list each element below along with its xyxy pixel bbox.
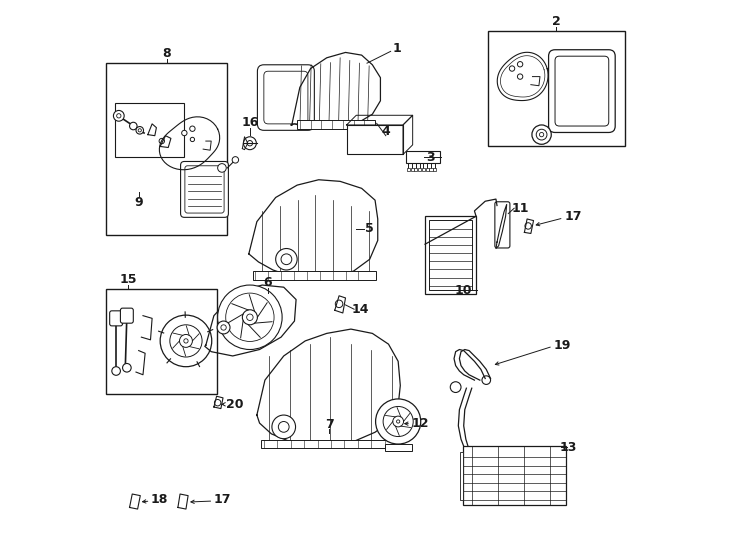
Circle shape [532, 125, 551, 144]
Circle shape [218, 285, 282, 349]
Circle shape [537, 129, 547, 140]
Text: 16: 16 [241, 116, 258, 129]
FancyBboxPatch shape [258, 65, 314, 130]
Bar [253, 271, 376, 280]
Bar [429, 168, 432, 171]
Bar [106, 63, 228, 235]
Bar [460, 451, 463, 500]
Circle shape [181, 130, 187, 136]
FancyBboxPatch shape [185, 166, 224, 213]
Bar [462, 446, 566, 505]
Text: 5: 5 [366, 222, 374, 235]
Text: 15: 15 [119, 273, 137, 286]
FancyBboxPatch shape [264, 71, 308, 124]
Bar [115, 104, 184, 157]
Bar [414, 168, 418, 171]
Circle shape [247, 314, 253, 321]
Bar [385, 443, 412, 451]
Circle shape [170, 325, 202, 357]
Text: 8: 8 [162, 47, 171, 60]
Circle shape [217, 321, 230, 334]
Text: 14: 14 [352, 303, 369, 316]
Circle shape [123, 363, 131, 372]
Circle shape [160, 315, 211, 367]
Bar [418, 168, 421, 171]
Bar [406, 151, 440, 163]
Circle shape [232, 157, 239, 163]
Text: 10: 10 [455, 284, 473, 297]
Text: 19: 19 [554, 339, 571, 352]
Circle shape [189, 126, 195, 131]
Circle shape [159, 138, 164, 144]
Circle shape [190, 137, 195, 141]
Bar [261, 440, 398, 448]
Circle shape [114, 111, 124, 121]
Text: 17: 17 [214, 494, 231, 507]
Bar [346, 125, 403, 154]
Circle shape [525, 222, 531, 229]
Circle shape [214, 400, 221, 406]
Bar [488, 31, 625, 146]
Circle shape [539, 132, 544, 137]
Circle shape [136, 126, 144, 134]
Circle shape [221, 325, 226, 330]
FancyBboxPatch shape [555, 56, 608, 126]
Circle shape [281, 254, 292, 265]
FancyBboxPatch shape [181, 161, 228, 218]
Text: 12: 12 [412, 417, 429, 430]
Bar [407, 168, 410, 171]
Text: 4: 4 [382, 125, 390, 138]
Circle shape [218, 164, 226, 172]
Bar [410, 168, 414, 171]
Bar [429, 220, 472, 291]
Text: 2: 2 [552, 15, 561, 28]
Text: 9: 9 [134, 197, 143, 210]
Circle shape [396, 420, 400, 423]
Bar [422, 168, 425, 171]
Circle shape [450, 382, 461, 393]
Circle shape [242, 310, 258, 325]
Circle shape [272, 415, 296, 438]
Circle shape [393, 416, 404, 427]
Text: 18: 18 [151, 494, 168, 507]
Circle shape [112, 367, 120, 375]
Text: 11: 11 [512, 202, 529, 215]
Text: 13: 13 [560, 441, 577, 454]
Circle shape [509, 66, 515, 71]
Circle shape [276, 248, 297, 270]
Text: 17: 17 [564, 210, 582, 223]
Circle shape [247, 140, 252, 146]
Bar [425, 217, 476, 294]
Circle shape [117, 113, 121, 118]
FancyBboxPatch shape [495, 202, 510, 248]
Text: 1: 1 [392, 42, 401, 55]
Circle shape [376, 399, 421, 444]
Text: 6: 6 [264, 276, 272, 289]
Circle shape [335, 300, 343, 308]
Circle shape [129, 122, 137, 130]
FancyBboxPatch shape [120, 308, 134, 323]
FancyBboxPatch shape [548, 50, 615, 132]
FancyBboxPatch shape [109, 311, 123, 326]
Circle shape [517, 74, 523, 79]
Circle shape [180, 334, 192, 347]
Circle shape [244, 137, 256, 150]
Bar [106, 289, 217, 394]
Text: 3: 3 [426, 151, 435, 164]
Circle shape [226, 293, 274, 341]
Circle shape [517, 62, 523, 67]
Circle shape [138, 129, 142, 132]
Text: 7: 7 [325, 417, 334, 431]
Circle shape [383, 407, 413, 436]
Circle shape [482, 376, 490, 384]
Bar [426, 168, 429, 171]
Circle shape [278, 422, 289, 432]
Bar [433, 168, 436, 171]
Bar [297, 119, 375, 129]
Text: 20: 20 [226, 398, 244, 411]
Circle shape [184, 339, 188, 343]
